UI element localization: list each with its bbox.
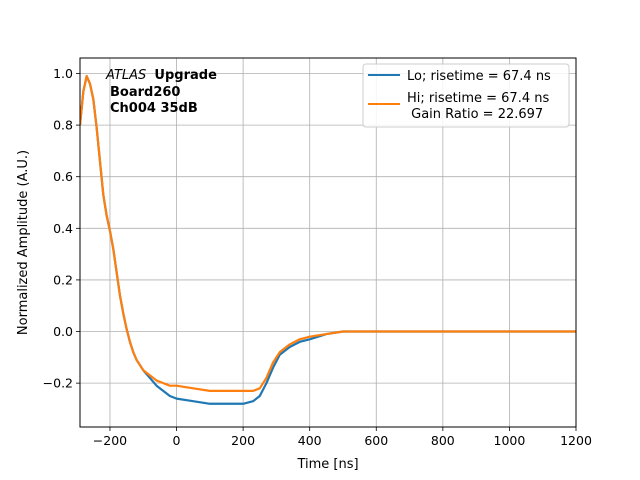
x-tick-label: 200 [231,433,255,448]
x-axis-label: Time [ns] [296,457,358,472]
x-tick-label: 1200 [560,433,592,448]
legend-label-hi-line: Gain Ratio = 22.697 [407,107,543,122]
y-tick-label: 0.0 [53,324,73,339]
legend-label-hi-line: Hi; risetime = 67.4 ns [407,91,549,106]
x-tick-label: 800 [431,433,455,448]
y-tick-label: 0.4 [53,221,73,236]
x-tick-label: −200 [93,433,127,448]
plot-frame [79,57,577,428]
x-tick-label: 600 [364,433,388,448]
legend-label-hi: Hi; risetime = 67.4 ns Gain Ratio = 22.6… [407,91,549,122]
annotation-line-2: Board260 [110,85,180,100]
y-tick-label: 0.6 [53,169,73,184]
annotation-line-1: ATLAS Upgrade [105,68,217,83]
annotation: ATLAS Upgrade Board260 Ch004 35dB [105,68,217,116]
y-tick-label: 0.2 [53,272,73,287]
series-line-hi [80,74,576,392]
x-tick-label: 0 [173,433,181,448]
series-layer [80,74,576,405]
ticks: −200 0 200 400 600 800 1000 1200 −0.2 0.0 0.2 0.4 0.… [43,66,592,448]
x-tick-label: 1000 [494,433,526,448]
y-axis-label: Normalized Amplitude (A.U.) [16,150,31,335]
x-tick-label: 400 [298,433,322,448]
legend-frame [362,63,570,128]
y-tick-label: 0.8 [53,118,73,133]
annotation-line-3: Ch004 35dB [110,101,198,116]
y-tick-label: 1.0 [53,66,73,81]
y-tick-label: −0.2 [43,376,73,391]
annotation-atlas: ATLAS [105,68,146,83]
legend-label-lo: Lo; risetime = 67.4 ns [407,69,551,84]
legend: Lo; risetime = 67.4 ns Hi; risetime = 67… [362,63,570,128]
annotation-upgrade: Upgrade [154,68,217,83]
